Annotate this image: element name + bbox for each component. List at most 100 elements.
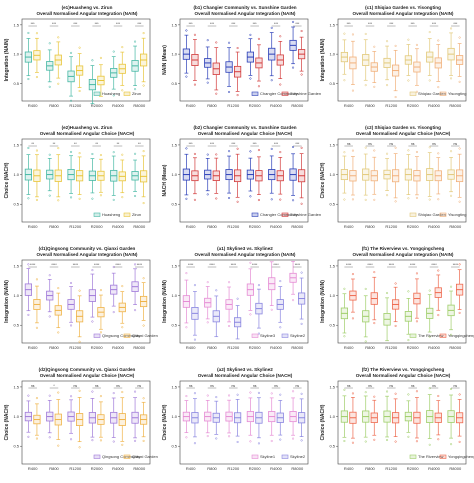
outlier-point xyxy=(394,44,397,47)
outlier-point xyxy=(134,263,137,266)
y-tick-label: 1.5 xyxy=(329,142,335,147)
box-R2000 xyxy=(246,391,254,443)
x-tick-label: R4000 xyxy=(428,345,441,350)
outlier-point xyxy=(193,152,196,155)
box-R4000 xyxy=(118,390,126,446)
plot-frame xyxy=(179,259,309,344)
outlier-point xyxy=(373,438,376,441)
outlier-point xyxy=(343,79,346,82)
outlier-point xyxy=(206,193,209,196)
significance-label: ns xyxy=(390,142,394,146)
legend-swatch xyxy=(93,91,101,96)
significance-label: ns xyxy=(253,384,257,388)
significance-label: *** xyxy=(231,142,236,146)
box-R800 xyxy=(362,391,370,443)
outlier-point xyxy=(236,200,239,203)
box-R2000 xyxy=(97,289,105,334)
legend-swatch xyxy=(251,333,259,338)
box-R400 xyxy=(349,33,357,92)
outlier-point xyxy=(249,391,252,394)
y-tick-label: 1.0 xyxy=(13,293,19,298)
x-tick-label: R800 xyxy=(365,345,375,350)
x-tick-label: R1200 xyxy=(227,466,240,471)
box-R2000 xyxy=(88,269,96,323)
outlier-point xyxy=(279,438,282,441)
outlier-point xyxy=(270,26,273,29)
outlier-point xyxy=(386,292,389,295)
y-axis-label: Choice (NACH) xyxy=(320,404,326,440)
x-tick-label: R2000 xyxy=(91,345,104,350)
box-R1200 xyxy=(76,289,84,343)
significance-label: *** xyxy=(274,142,279,146)
chart-subtitle: Overall Normalised Angular Integration (… xyxy=(195,11,296,16)
outlier-point xyxy=(386,40,389,43)
outlier-point xyxy=(292,299,295,302)
box-R4000 xyxy=(268,147,276,201)
box-R800 xyxy=(204,394,212,438)
outlier-point xyxy=(373,45,376,48)
outlier-point xyxy=(70,150,73,154)
outlier-point xyxy=(249,440,252,443)
significance-label: *** xyxy=(52,22,57,26)
outlier-point xyxy=(27,197,30,200)
legend-swatch xyxy=(409,212,417,217)
x-tick-label: R8000 xyxy=(449,224,462,229)
outlier-point xyxy=(35,32,38,35)
significance-label: *** xyxy=(253,22,258,26)
outlier-point xyxy=(249,150,252,153)
significance-label: ** xyxy=(117,142,120,146)
outlier-point xyxy=(428,387,431,390)
outlier-point xyxy=(386,438,389,442)
outlier-point xyxy=(134,88,137,91)
box-R8000 xyxy=(455,393,464,443)
box-R400 xyxy=(191,392,199,445)
outlier-point xyxy=(78,389,81,392)
legend-label: Skyline3 xyxy=(260,333,276,338)
chart-subtitle: Overall Normalised Angular Choice (NACH) xyxy=(356,131,451,136)
legend-swatch xyxy=(281,91,289,96)
outlier-point xyxy=(386,194,389,197)
outlier-point xyxy=(206,39,209,42)
significance-label: **** xyxy=(453,263,459,267)
box-R4000 xyxy=(268,26,276,82)
box-R8000 xyxy=(455,147,464,203)
outlier-point xyxy=(185,75,188,78)
legend-swatch xyxy=(123,212,131,217)
legend-label: Shiqiao Garden xyxy=(418,91,446,96)
outlier-point xyxy=(185,147,188,150)
significance-label: **** xyxy=(51,263,57,267)
box-R4000 xyxy=(276,393,284,441)
outlier-point xyxy=(351,89,354,92)
box-R4000 xyxy=(110,151,118,201)
outlier-point xyxy=(185,395,188,398)
outlier-point xyxy=(134,194,137,198)
outlier-point xyxy=(57,444,60,447)
outlier-point xyxy=(343,388,346,391)
outlier-point xyxy=(437,269,440,272)
chart-panel: (c1) Shiqiao Garden vs. YisongtingOveral… xyxy=(320,5,467,108)
significance-label: ns xyxy=(390,384,394,388)
legend-swatch xyxy=(409,91,417,96)
x-tick-label: R400 xyxy=(344,466,354,471)
box-R4000 xyxy=(434,394,442,441)
box-R2000 xyxy=(255,149,263,202)
outlier-point xyxy=(99,194,102,197)
box-R4000 xyxy=(276,280,284,329)
outlier-point xyxy=(134,40,137,43)
plot-frame xyxy=(21,18,151,102)
box-R800 xyxy=(204,153,212,196)
outlier-point xyxy=(112,50,115,53)
outlier-point xyxy=(343,151,346,154)
x-tick-label: R2000 xyxy=(249,224,262,229)
outlier-point xyxy=(185,272,188,275)
x-tick-label: R400 xyxy=(186,224,196,229)
legend-label: Sunshine Garden xyxy=(290,91,321,96)
box-R1200 xyxy=(391,282,400,327)
box-R400 xyxy=(340,388,349,443)
significance-label: ns xyxy=(347,142,351,146)
x-tick-label: R2000 xyxy=(407,345,420,350)
box-R4000 xyxy=(426,31,434,82)
y-tick-label: 0.5 xyxy=(329,323,335,328)
box-R2000 xyxy=(246,33,254,80)
